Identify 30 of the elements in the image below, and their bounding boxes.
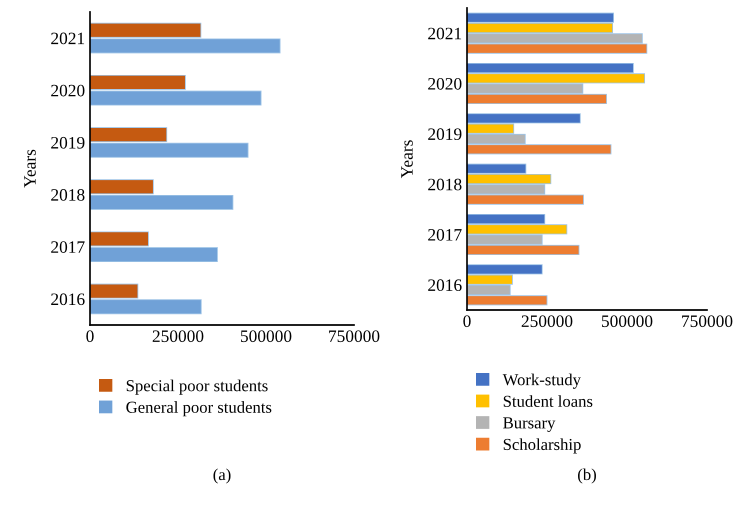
y-axis-title: Years (401, 140, 413, 178)
x-tick-label: 250000 (152, 330, 204, 342)
legend-label: General poor students (126, 401, 272, 416)
x-tick-label: 750000 (682, 315, 732, 328)
legend-label: Special poor students (126, 380, 268, 395)
x-tick-label: 750000 (329, 330, 380, 342)
y-tick-label: 2018 (428, 178, 462, 190)
y-axis-title: Years (24, 150, 36, 188)
legend-label: Work-study (502, 374, 581, 389)
x-tick-label: 500000 (240, 330, 292, 342)
legend-label: Scholarship (504, 438, 581, 454)
legend-label: Bursary (503, 417, 556, 432)
x-tick-label: 250000 (522, 315, 572, 328)
y-tick-label: 2016 (428, 279, 462, 292)
y-tick-label: 2020 (51, 84, 84, 96)
y-tick-label: 2016 (51, 293, 85, 306)
legend-label: Student loans (504, 395, 592, 407)
y-tick-label: 2019 (51, 136, 84, 149)
text: (a) (213, 468, 231, 484)
x-tick-label: 0 (463, 315, 471, 328)
y-tick-label: 2017 (428, 228, 462, 241)
text: (b) (578, 468, 596, 484)
y-tick-label: 2017 (51, 241, 85, 253)
x-tick-label: 500000 (602, 315, 652, 328)
y-tick-label: 2019 (428, 128, 462, 140)
y-tick-label: 2021 (428, 28, 462, 40)
x-tick-label: 0 (86, 330, 94, 342)
y-tick-label: 2018 (51, 189, 84, 201)
y-tick-label: 2021 (51, 32, 84, 44)
y-tick-label: 2020 (428, 78, 462, 90)
